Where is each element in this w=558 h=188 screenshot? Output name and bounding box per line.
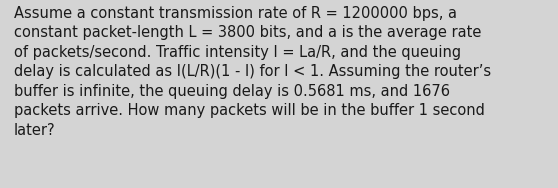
- Text: Assume a constant transmission rate of R = 1200000 bps, a
constant packet-length: Assume a constant transmission rate of R…: [14, 6, 491, 138]
